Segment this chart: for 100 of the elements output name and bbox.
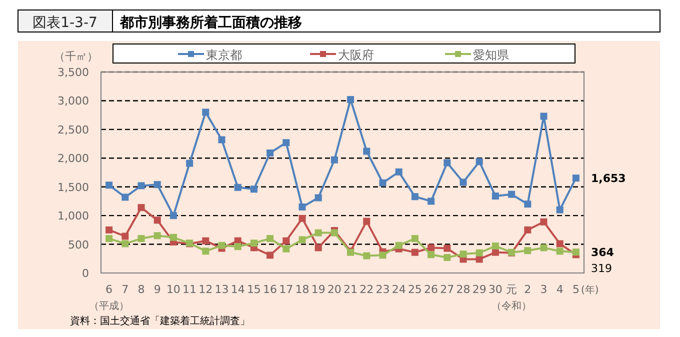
x-tick-label: 16: [263, 283, 278, 296]
x-tick-label: 21: [344, 283, 358, 296]
text: （令和）: [492, 300, 532, 312]
x-tick-label: 6: [106, 283, 113, 296]
x-tick-label: 20: [327, 283, 342, 296]
point: [411, 248, 418, 256]
text: 資料：国土交通省「建築着工統計調査」: [70, 315, 250, 327]
y-tick-label: 3,000: [58, 94, 89, 108]
x-tick-label: 26: [424, 283, 438, 296]
point: [298, 214, 306, 222]
x-tick-label: 30: [488, 283, 502, 296]
point: [234, 184, 242, 191]
x-tick-label: 7: [122, 283, 129, 296]
point: [363, 252, 370, 260]
point: [492, 242, 499, 250]
point: [411, 193, 418, 200]
point: [556, 206, 564, 214]
point: [298, 203, 306, 210]
x-tick-label: 5: [572, 283, 580, 296]
point: [234, 243, 242, 250]
x-tick-label: 2: [524, 283, 532, 296]
x-tick-label: 8: [138, 283, 145, 296]
point: [524, 200, 532, 208]
y-tick-label: 0: [82, 267, 89, 280]
y-tick-label: 2,500: [58, 123, 89, 136]
point: [202, 248, 210, 255]
point: [492, 192, 499, 200]
point: [282, 237, 290, 244]
point: [314, 244, 322, 252]
chart-title: 都市別事務所着工面積の推移: [119, 14, 302, 31]
y-tick-label: 2,000: [58, 152, 89, 166]
legend-label: 東京都: [206, 48, 242, 62]
point: [572, 248, 580, 256]
x-tick-label: 19: [311, 283, 326, 296]
point: [508, 190, 516, 198]
point: [138, 235, 145, 242]
point: [138, 182, 145, 190]
x-tick-label: 28: [456, 283, 470, 296]
point: [266, 252, 274, 259]
point: [298, 236, 306, 244]
point: [330, 229, 338, 236]
point: [170, 212, 177, 220]
data-label: 319: [591, 262, 612, 276]
y-axis-title: （千㎡）: [54, 50, 98, 63]
point: [106, 182, 113, 189]
point: [314, 229, 322, 236]
chart-subtitle: 図表1-3-7: [32, 15, 98, 31]
data-label: 364: [591, 246, 614, 260]
x-tick-label: 22: [360, 283, 374, 296]
point: [556, 240, 564, 248]
point: [138, 204, 145, 212]
point: [395, 168, 402, 176]
point: [218, 242, 226, 249]
x-tick-label: 11: [182, 283, 197, 296]
text: （平成）: [89, 300, 130, 312]
y-tick-label: 3,500: [58, 66, 89, 79]
point: [363, 218, 370, 225]
x-tick-label: 24: [392, 283, 406, 296]
x-tick-label: 25: [408, 283, 422, 296]
point: [540, 218, 548, 226]
legend-label: 愛知県: [473, 48, 509, 62]
point: [266, 149, 274, 156]
point: [154, 232, 161, 240]
point: [540, 244, 548, 252]
x-tick-label: 12: [198, 283, 213, 296]
point: [476, 158, 483, 166]
point: [266, 235, 274, 242]
point: [395, 242, 402, 249]
x-tick-label: 29: [472, 283, 486, 296]
point: [556, 248, 564, 255]
point: [379, 252, 386, 259]
point: [330, 156, 338, 164]
point: [154, 216, 161, 224]
point: [250, 186, 258, 193]
x-tick-label: 4: [556, 283, 564, 296]
point: [363, 148, 370, 155]
point: [492, 248, 499, 256]
point: [347, 96, 354, 104]
data-label: 1,653: [591, 172, 626, 186]
x-tick-label: 元: [506, 283, 518, 296]
point: [170, 234, 177, 241]
point: [106, 226, 113, 234]
point: [250, 240, 258, 247]
point: [460, 178, 467, 186]
point: [379, 179, 386, 186]
point: [186, 160, 194, 167]
point: [444, 159, 451, 166]
point: [411, 235, 418, 242]
point: [428, 198, 435, 205]
point: [106, 235, 113, 242]
legend-label: 大阪府: [338, 48, 374, 62]
point: [122, 194, 129, 201]
x-tick-label: 13: [214, 283, 229, 296]
point: [314, 194, 322, 202]
point: [202, 237, 210, 244]
point: [428, 244, 435, 252]
point: [282, 139, 290, 146]
x-tick-label: 15: [246, 283, 261, 296]
point: [122, 232, 129, 240]
x-tick-label: 23: [376, 283, 390, 296]
